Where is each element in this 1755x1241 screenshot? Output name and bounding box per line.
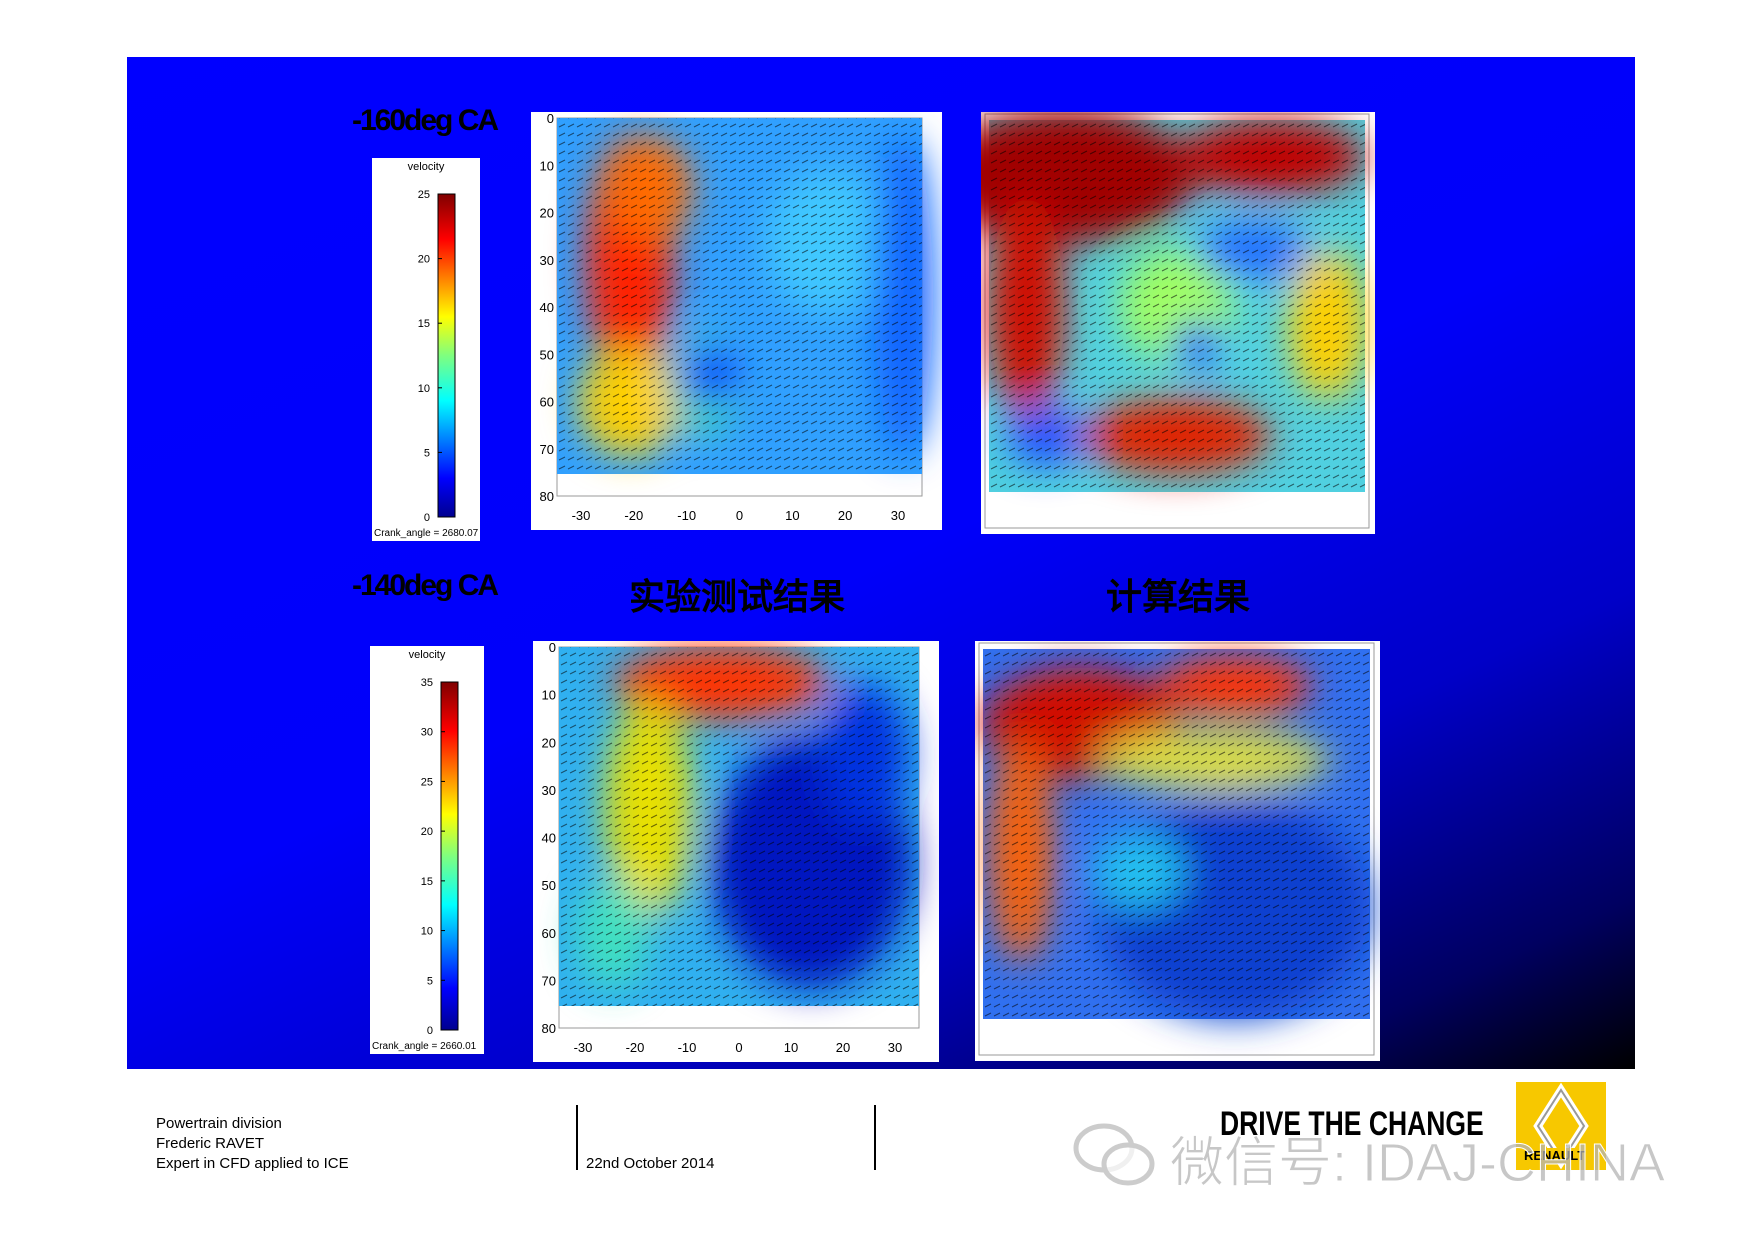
- colorbar: velocity 35 30 25 20 15 10 5 0 Crank_angle = 2660…: [370, 646, 484, 1054]
- x-tick-label: -20: [626, 1040, 645, 1055]
- colorbar-svg: velocity 25 20 15 10 5 0 Crank_angle = 2680.07: [374, 161, 479, 539]
- y-tick-label: 50: [540, 347, 554, 362]
- colorbar-title: velocity: [409, 649, 446, 661]
- colorbar-tick-label: 5: [424, 447, 430, 459]
- vectors: [983, 649, 1370, 1019]
- vectors: [989, 120, 1365, 492]
- y-tick-label: 10: [540, 158, 554, 173]
- colorbar-tick-label: 25: [421, 776, 433, 788]
- colorbar-svg: velocity 35 30 25 20 15 10 5 0 Crank_angle = 2660…: [372, 649, 477, 1052]
- y-tick-label: 60: [540, 395, 554, 410]
- colorbar-tick-label: 30: [421, 727, 433, 739]
- cfd-plot-svg: [932, 108, 1370, 529]
- caption: 计算结果: [1105, 576, 1251, 617]
- footer-line: Frederic RAVET: [156, 1135, 265, 1152]
- colorbar-tick-label: 20: [418, 254, 430, 266]
- caption: 实验测试结果: [628, 576, 846, 617]
- wechat-icon: [1073, 1123, 1155, 1186]
- cfd-plot: [932, 108, 1375, 534]
- logo-text: RENAULT: [1524, 1148, 1586, 1163]
- y-tick-label: 80: [542, 1021, 556, 1036]
- slogan: DRIVE THE CHANGE: [1220, 1105, 1484, 1143]
- footer-date: 22nd October 2014: [586, 1155, 715, 1172]
- experiment-plot-svg: 0 10 20 30 40 50 60 70 80 -30 -20 -10 0 10 20 30: [542, 640, 920, 1055]
- x-tick-label: -10: [677, 508, 696, 523]
- x-tick-label: 20: [838, 508, 852, 523]
- cfd-plot: [975, 641, 1380, 1061]
- panel-label: -160deg CA: [352, 104, 499, 137]
- vectors: [557, 118, 922, 474]
- y-tick-label: 70: [540, 442, 554, 457]
- footer-line: Powertrain division: [156, 1115, 282, 1132]
- y-tick-label: 10: [542, 688, 556, 703]
- x-tick-label: 10: [784, 1040, 798, 1055]
- colorbar-tick-label: 0: [427, 1025, 433, 1037]
- colorbar: velocity 25 20 15 10 5 0 Crank_angle = 2680.07: [372, 158, 480, 541]
- y-tick-label: 30: [540, 253, 554, 268]
- colorbar-tick-label: 10: [421, 926, 433, 938]
- y-tick-label: 0: [547, 112, 554, 126]
- colorbar-caption: Crank_angle = 2660.01: [372, 1041, 477, 1052]
- y-tick-label: 60: [542, 926, 556, 941]
- panel-label: -140deg CA: [352, 569, 499, 602]
- colorbar-tick-label: 25: [418, 189, 430, 201]
- colorbar-bar: [440, 681, 459, 1031]
- colorbar-tick-label: 15: [418, 318, 430, 330]
- colorbar-title: velocity: [408, 161, 445, 173]
- x-tick-label: -20: [624, 508, 643, 523]
- y-tick-label: 20: [542, 735, 556, 750]
- experiment-plot-svg: 0 10 20 30 40 50 60 70 80 -30 -20 -10 0 10 20 30: [540, 111, 933, 523]
- y-tick-label: 80: [540, 489, 554, 504]
- experiment-plot: 0 10 20 30 40 50 60 70 80 -30 -20 -10 0 10 20 30: [531, 111, 942, 530]
- x-tick-label: 0: [735, 1040, 742, 1055]
- x-tick-label: 30: [891, 508, 905, 523]
- vectors: [559, 647, 919, 1006]
- colorbar-bar: [437, 193, 456, 518]
- y-tick-label: 20: [540, 206, 554, 221]
- colorbar-tick-label: 5: [427, 975, 433, 987]
- divider: [874, 1105, 876, 1170]
- colorbar-tick-label: 15: [421, 876, 433, 888]
- colorbar-tick-label: 0: [424, 512, 430, 524]
- colorbar-tick-label: 35: [421, 677, 433, 689]
- watermark: 微信号: IDAJ-CHINA: [1169, 1133, 1666, 1194]
- logo: RENAULT: [1516, 1082, 1606, 1170]
- y-tick-label: 50: [542, 878, 556, 893]
- x-tick-label: 0: [736, 508, 743, 523]
- x-tick-label: 10: [785, 508, 799, 523]
- x-tick-label: 20: [836, 1040, 850, 1055]
- colorbar-caption: Crank_angle = 2680.07: [374, 528, 479, 539]
- x-tick-label: -30: [572, 508, 591, 523]
- colorbar-tick-label: 10: [418, 383, 430, 395]
- divider: [576, 1105, 578, 1170]
- y-tick-label: 40: [540, 300, 554, 315]
- experiment-plot: 0 10 20 30 40 50 60 70 80 -30 -20 -10 0 10 20 30: [533, 640, 939, 1062]
- colorbar-tick-label: 20: [421, 826, 433, 838]
- x-tick-label: 30: [888, 1040, 902, 1055]
- footer-line: Expert in CFD applied to ICE: [156, 1155, 349, 1172]
- y-tick-label: 30: [542, 783, 556, 798]
- y-tick-label: 0: [549, 641, 556, 655]
- x-tick-label: -10: [678, 1040, 697, 1055]
- x-tick-label: -30: [574, 1040, 593, 1055]
- cfd-plot-svg: [978, 642, 1375, 1056]
- y-tick-label: 40: [542, 831, 556, 846]
- y-tick-label: 70: [542, 973, 556, 988]
